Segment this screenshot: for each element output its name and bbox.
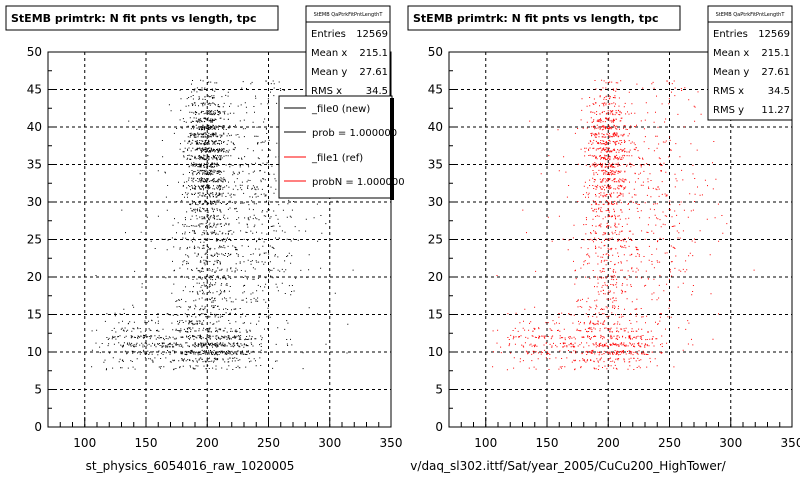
right-stats-name: StEMB QaPtrkFitPntLengthT bbox=[716, 12, 786, 18]
right-scatter-points bbox=[492, 79, 755, 371]
x-tick-label: 300 bbox=[318, 436, 341, 450]
right-stats-meany-value: 27.61 bbox=[761, 67, 790, 78]
left-stats-meany-value: 27.61 bbox=[359, 67, 388, 78]
x-tick-label: 150 bbox=[135, 436, 158, 450]
left-stats-entries-label: Entries bbox=[311, 29, 346, 40]
left-chart-title: StEMB primtrk: N fit pnts vs length, tpc bbox=[11, 12, 256, 25]
y-tick-label: 20 bbox=[27, 270, 42, 284]
legend-label-prob: prob = 1.000000 bbox=[312, 128, 397, 139]
left-stats-rmsx-label: RMS x bbox=[311, 86, 342, 97]
left-stats-meanx-label: Mean x bbox=[311, 48, 347, 59]
left-y-axis: 0 5 10 15 20 25 30 35 40 45 50 bbox=[27, 45, 56, 434]
left-stats-rmsx-value: 34.5 bbox=[366, 86, 388, 97]
right-stats-meany-label: Mean y bbox=[713, 67, 749, 78]
y-tick-label: 40 bbox=[428, 120, 443, 134]
left-stats-meanx-value: 215.1 bbox=[359, 48, 388, 59]
right-x-axis-title: v/daq_sl302.ittf/Sat/year_2005/CuCu200_H… bbox=[410, 459, 726, 473]
y-tick-label: 50 bbox=[27, 45, 42, 59]
x-tick-label: 350 bbox=[380, 436, 403, 450]
left-x-axis-title: st_physics_6054016_raw_1020005 bbox=[86, 459, 295, 473]
legend-label-probn: probN = 1.000000 bbox=[312, 177, 405, 188]
y-tick-label: 45 bbox=[428, 83, 443, 97]
y-tick-label: 25 bbox=[27, 233, 42, 247]
x-tick-label: 350 bbox=[781, 436, 800, 450]
left-stats-entries-value: 12569 bbox=[356, 29, 388, 40]
y-tick-label: 35 bbox=[428, 158, 443, 172]
right-title-box bbox=[407, 5, 681, 31]
x-tick-label: 300 bbox=[719, 436, 742, 450]
y-tick-label: 30 bbox=[428, 195, 443, 209]
right-stats-entries-value: 12569 bbox=[758, 29, 790, 40]
legend-label-file0: _file0 (new) bbox=[311, 104, 370, 115]
y-tick-label: 0 bbox=[435, 420, 443, 434]
y-tick-label: 25 bbox=[428, 233, 443, 247]
y-tick-label: 50 bbox=[428, 45, 443, 59]
x-tick-label: 200 bbox=[196, 436, 219, 450]
left-legend: _file0 (new) prob = 1.000000 _file1 (ref… bbox=[278, 95, 405, 200]
y-tick-label: 10 bbox=[428, 345, 443, 359]
y-tick-label: 30 bbox=[27, 195, 42, 209]
scatter-point-cloud bbox=[492, 79, 755, 371]
right-stats-box: StEMB QaPtrkFitPntLengthT Entries 12569 … bbox=[707, 5, 793, 121]
left-stats-meany-label: Mean y bbox=[311, 67, 347, 78]
right-x-axis: 100 150 200 250 300 350 bbox=[448, 417, 800, 450]
legend-shadow bbox=[390, 98, 394, 200]
left-panel: StEMB primtrk: N fit pnts vs length, tpc… bbox=[5, 5, 405, 473]
x-tick-label: 150 bbox=[536, 436, 559, 450]
right-stats-rmsx-value: 34.5 bbox=[768, 86, 790, 97]
right-panel: StEMB primtrk: N fit pnts vs length, tpc… bbox=[407, 5, 800, 473]
x-tick-label: 200 bbox=[597, 436, 620, 450]
right-stats-meanx-value: 215.1 bbox=[761, 48, 790, 59]
y-tick-label: 40 bbox=[27, 120, 42, 134]
right-stats-frame bbox=[707, 5, 793, 121]
legend-label-file1: _file1 (ref) bbox=[311, 153, 363, 164]
y-tick-label: 15 bbox=[428, 308, 443, 322]
right-stats-meanx-label: Mean x bbox=[713, 48, 749, 59]
y-tick-label: 5 bbox=[34, 383, 42, 397]
right-stats-entries-label: Entries bbox=[713, 29, 748, 40]
x-tick-label: 100 bbox=[73, 436, 96, 450]
left-stats-box: StEMB QaPtrkFitPntLengthT Entries 12569 … bbox=[305, 5, 391, 101]
y-tick-label: 5 bbox=[435, 383, 443, 397]
right-chart-title: StEMB primtrk: N fit pnts vs length, tpc bbox=[413, 12, 658, 25]
x-tick-label: 250 bbox=[658, 436, 681, 450]
y-tick-label: 35 bbox=[27, 158, 42, 172]
x-tick-label: 250 bbox=[257, 436, 280, 450]
x-tick-label: 100 bbox=[474, 436, 497, 450]
y-tick-label: 20 bbox=[428, 270, 443, 284]
y-tick-label: 10 bbox=[27, 345, 42, 359]
left-title-box bbox=[5, 5, 279, 31]
right-stats-rmsy-value: 11.27 bbox=[761, 105, 790, 116]
left-stats-name: StEMB QaPtrkFitPntLengthT bbox=[314, 12, 384, 18]
y-tick-label: 0 bbox=[34, 420, 42, 434]
left-x-axis: 100 150 200 250 300 350 bbox=[47, 417, 403, 450]
right-y-axis: 0 5 10 15 20 25 30 35 40 45 50 bbox=[428, 45, 457, 434]
right-stats-rmsy-label: RMS y bbox=[713, 105, 744, 116]
y-tick-label: 15 bbox=[27, 308, 42, 322]
right-stats-rmsx-label: RMS x bbox=[713, 86, 744, 97]
y-tick-label: 45 bbox=[27, 83, 42, 97]
